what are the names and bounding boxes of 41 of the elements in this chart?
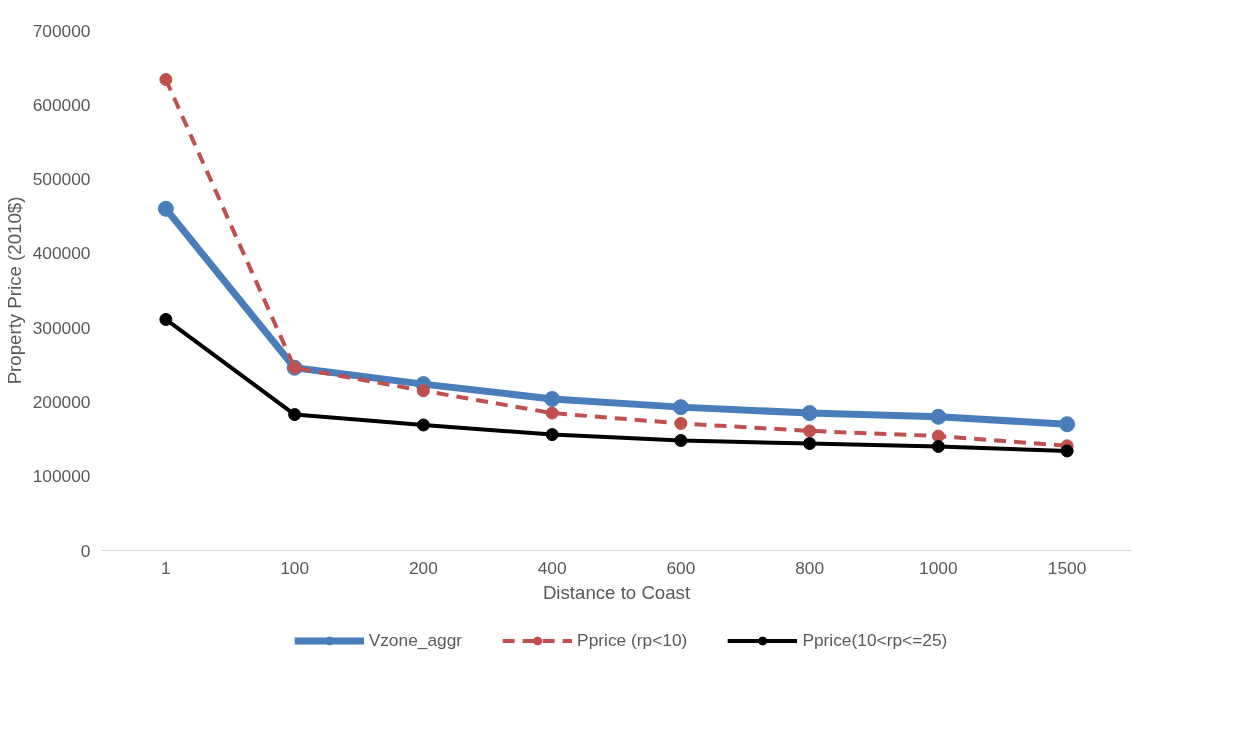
point xyxy=(803,437,817,451)
x-tick-label: 600 xyxy=(666,557,696,578)
y-tick-label: 500000 xyxy=(32,169,91,190)
point xyxy=(1059,416,1076,433)
x-axis-title: Distance to Coast xyxy=(542,581,691,603)
point xyxy=(159,312,173,326)
y-tick-label: 200000 xyxy=(32,391,91,412)
y-tick-label: 0 xyxy=(80,540,91,561)
legend-label: Pprice(10<rp<=25) xyxy=(802,629,948,651)
legend-label: Vzone_aggr xyxy=(368,629,463,651)
x-tick-label: 1000 xyxy=(919,557,958,578)
point xyxy=(931,429,945,443)
legend-label: Pprice (rp<10) xyxy=(577,629,688,651)
point xyxy=(545,428,559,442)
point xyxy=(159,73,173,87)
point xyxy=(1060,444,1074,458)
point xyxy=(931,440,945,453)
point xyxy=(674,434,688,448)
y-tick-label: 300000 xyxy=(32,317,91,338)
y-tick-label: 100000 xyxy=(32,466,91,487)
point xyxy=(674,416,688,430)
y-tick-label: 700000 xyxy=(32,20,91,41)
y-tick-label: 400000 xyxy=(32,243,91,264)
point xyxy=(801,405,818,422)
point xyxy=(544,390,561,407)
x-tick-label: 100 xyxy=(280,557,310,578)
point xyxy=(416,384,430,398)
x-tick-label: 400 xyxy=(537,557,567,578)
y-axis-title: Property Price (2010$) xyxy=(3,196,25,385)
x-tick-label: 1500 xyxy=(1047,557,1087,578)
point xyxy=(545,406,559,420)
point xyxy=(672,399,689,416)
point xyxy=(803,424,817,438)
point xyxy=(930,408,947,425)
point xyxy=(288,408,302,422)
point xyxy=(157,200,174,217)
x-tick-label: 200 xyxy=(408,557,438,578)
y-tick-label: 600000 xyxy=(32,94,91,115)
point xyxy=(416,418,430,432)
x-tick-label: 1 xyxy=(161,557,171,578)
x-tick-label: 800 xyxy=(795,557,825,578)
